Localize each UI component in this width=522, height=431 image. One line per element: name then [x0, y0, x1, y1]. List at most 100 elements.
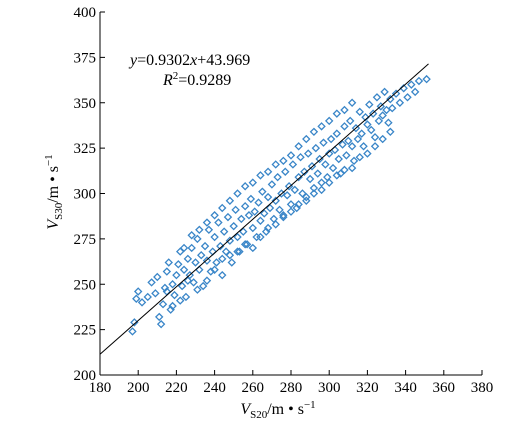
data-point: [365, 100, 374, 109]
data-point: [219, 227, 229, 236]
data-point: [237, 214, 246, 224]
data-point: [204, 225, 214, 235]
x-tick-label: 240: [203, 380, 226, 396]
data-point: [372, 93, 382, 102]
data-point: [248, 178, 258, 187]
data-point: [347, 142, 357, 151]
data-point: [281, 167, 290, 176]
data-point: [233, 189, 242, 198]
data-point: [376, 102, 385, 111]
data-point: [137, 298, 147, 307]
data-point: [235, 247, 244, 256]
data-point: [359, 142, 368, 151]
data-point: [154, 312, 164, 322]
y-tick-label: 275: [74, 232, 97, 248]
data-point: [332, 129, 342, 138]
data-point: [212, 258, 221, 267]
data-point: [147, 278, 156, 287]
data-point: [271, 196, 280, 205]
data-point: [305, 174, 315, 184]
data-point: [210, 232, 219, 242]
data-point: [256, 171, 265, 180]
data-point: [324, 178, 334, 187]
data-point: [177, 281, 187, 291]
data-point: [128, 327, 137, 336]
data-point: [263, 167, 273, 176]
data-point: [273, 172, 282, 182]
equation-annotation: y=0.9302x+43.969: [128, 52, 250, 69]
data-point: [200, 241, 210, 251]
data-point: [321, 160, 330, 169]
data-point: [181, 292, 191, 302]
data-point: [347, 98, 357, 107]
data-point: [388, 103, 397, 113]
data-point: [361, 113, 370, 122]
data-point: [311, 143, 321, 153]
data-point: [187, 243, 196, 253]
data-point: [357, 129, 366, 138]
data-point: [233, 232, 242, 242]
x-ticks: 180 200 220 240 260 280 300 320 340 360 380: [89, 370, 493, 396]
y-ticks: 200 225 250 275 300 325 350 375 400: [74, 5, 105, 384]
data-point: [315, 154, 324, 164]
data-point: [193, 285, 202, 294]
x-tick-label: 220: [165, 380, 188, 396]
data-point: [378, 111, 387, 120]
data-point: [345, 116, 355, 126]
data-point: [210, 265, 219, 274]
data-point: [174, 260, 183, 269]
data-point: [378, 134, 387, 144]
data-point: [170, 290, 179, 300]
data-point: [216, 241, 225, 251]
data-point: [326, 134, 336, 144]
data-point: [302, 134, 311, 144]
data-point: [399, 84, 408, 93]
data-point: [250, 207, 259, 216]
data-point: [296, 152, 305, 162]
data-point: [271, 160, 280, 169]
data-point: [153, 272, 162, 282]
data-point: [191, 258, 200, 267]
data-point: [374, 116, 384, 126]
data-point: [286, 151, 296, 160]
data-point: [202, 256, 212, 265]
data-point: [330, 145, 340, 155]
data-point: [248, 223, 258, 233]
data-point: [263, 192, 273, 202]
data-point: [410, 87, 420, 97]
data-point: [275, 205, 284, 215]
data-point: [294, 142, 303, 151]
data-point: [328, 163, 338, 173]
x-tick-label: 360: [433, 380, 456, 396]
data-point: [231, 205, 240, 215]
data-point: [363, 120, 372, 129]
data-point: [414, 76, 424, 86]
regression-line: [99, 63, 429, 355]
data-point: [225, 250, 235, 260]
data-point: [342, 151, 351, 160]
data-point: [260, 209, 269, 218]
data-point: [179, 265, 189, 274]
data-point: [324, 116, 334, 126]
data-point: [143, 292, 152, 302]
data-point: [198, 281, 208, 291]
data-point: [303, 149, 313, 158]
y-tick-label: 325: [74, 141, 97, 157]
data-point: [344, 136, 353, 146]
data-point: [294, 200, 303, 209]
data-point: [317, 178, 326, 187]
data-point: [368, 109, 378, 118]
data-point: [422, 74, 431, 84]
r-squared-annotation: R2=0.9289: [162, 70, 231, 89]
data-point: [176, 296, 185, 305]
data-point: [133, 287, 143, 296]
x-tick-label: 320: [356, 380, 379, 396]
data-point: [403, 93, 412, 102]
data-points: [128, 74, 431, 336]
data-point: [227, 258, 237, 267]
x-axis-title: VS20/m • s−1: [240, 399, 315, 421]
data-point: [229, 221, 238, 231]
data-point: [210, 211, 219, 220]
data-point: [407, 80, 416, 89]
